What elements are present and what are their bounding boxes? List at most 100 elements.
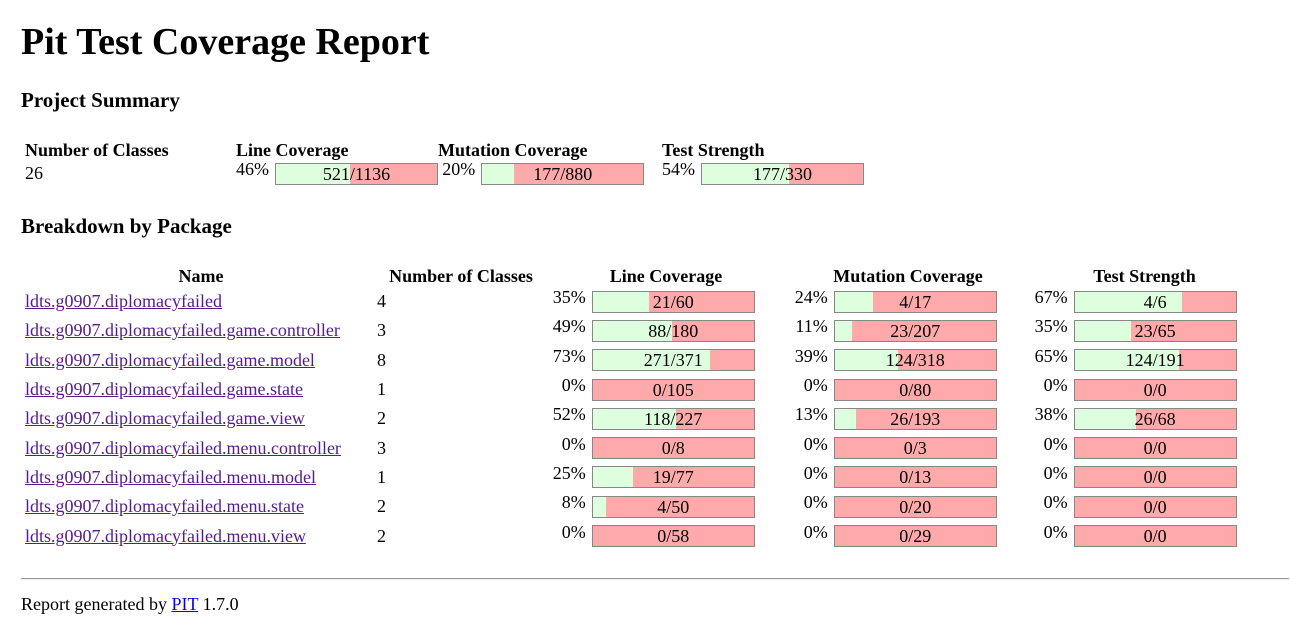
mutation-coverage-cell: 0/13	[833, 463, 1029, 492]
summary-mutation-pct: 20%	[438, 159, 481, 186]
test-strength-bar: 0/0	[1073, 466, 1237, 489]
package-name-cell: ldts.g0907.diplomacyfailed.menu.state	[25, 492, 377, 521]
line-coverage-pct-text: 35%	[552, 287, 586, 308]
line-coverage-bar: 88/180	[591, 319, 755, 342]
project-summary-heading: Project Summary	[21, 88, 180, 112]
line-coverage-bar: 118/227	[591, 407, 755, 430]
test-strength-bar-fill	[1074, 291, 1183, 312]
line-coverage-cell: 19/77	[591, 463, 787, 492]
test-strength-pct-text: 0%	[1043, 462, 1068, 483]
summary-strength-bar: 177/330	[701, 162, 864, 185]
package-classes-count: 2	[377, 496, 386, 517]
mutation-coverage-cell: 0/3	[833, 433, 1029, 462]
package-link[interactable]: ldts.g0907.diplomacyfailed.game.model	[25, 349, 315, 370]
mutation-coverage-pct: 39%	[787, 346, 834, 375]
mutation-coverage-header: Mutation Coverage	[787, 263, 1029, 287]
mutation-coverage-bar-text: 0/20	[899, 496, 932, 517]
test-strength-cell: 0/0	[1073, 463, 1260, 492]
test-strength-pct: 35%	[1029, 316, 1074, 345]
line-coverage-bar-text: 19/77	[652, 467, 694, 488]
test-strength-cell: 0/0	[1073, 375, 1260, 404]
package-link[interactable]: ldts.g0907.diplomacyfailed	[25, 291, 222, 312]
line-coverage-bar-fill	[592, 291, 650, 312]
line-coverage-cell: 118/227	[591, 404, 787, 433]
test-strength-bar-text: 124/191	[1125, 350, 1185, 371]
line-coverage-cell: 0/105	[591, 375, 787, 404]
mutation-coverage-bar-fill	[834, 408, 856, 429]
mutation-coverage-bar-text: 0/80	[899, 379, 932, 400]
mutation-coverage-bar: 0/13	[833, 466, 997, 489]
test-strength-bar: 0/0	[1073, 378, 1237, 401]
mutation-coverage-pct-text: 11%	[795, 316, 828, 337]
project-summary-table: Number of Classes Line Coverage Mutation…	[25, 137, 864, 186]
mutation-coverage-cell: 0/20	[833, 492, 1029, 521]
test-strength-pct-text: 0%	[1043, 492, 1068, 513]
test-strength-cell: 0/0	[1073, 433, 1260, 462]
test-strength-bar: 26/68	[1073, 407, 1237, 430]
mutation-coverage-bar-text: 4/17	[899, 291, 932, 312]
test-strength-bar-text: 0/0	[1143, 467, 1167, 488]
summary-strength-header: Test Strength	[662, 137, 864, 161]
package-link[interactable]: ldts.g0907.diplomacyfailed.game.view	[25, 408, 305, 429]
package-link[interactable]: ldts.g0907.diplomacyfailed.menu.model	[25, 466, 316, 487]
mutation-coverage-cell: 0/29	[833, 521, 1029, 550]
line-coverage-bar-fill	[592, 350, 711, 371]
table-row: ldts.g0907.diplomacyfailed.menu.state 2 8%…	[25, 492, 1260, 521]
mutation-coverage-bar-text: 0/13	[899, 467, 932, 488]
mutation-coverage-pct-text: 0%	[803, 433, 828, 454]
line-coverage-bar-fill	[592, 496, 606, 517]
package-name-cell: ldts.g0907.diplomacyfailed.game.state	[25, 375, 377, 404]
footer: Report generated by PIT 1.7.0	[21, 594, 239, 615]
line-coverage-bar-text: 0/58	[657, 526, 690, 547]
package-link[interactable]: ldts.g0907.diplomacyfailed.game.controll…	[25, 320, 340, 341]
summary-mutation-header: Mutation Coverage	[438, 137, 662, 161]
name-header: Name	[178, 266, 224, 286]
mutation-coverage-cell: 4/17	[833, 287, 1029, 316]
line-coverage-cell: 4/50	[591, 492, 787, 521]
summary-mutation-cell: 177/880	[481, 161, 662, 186]
mutation-coverage-cell: 23/207	[833, 316, 1029, 345]
summary-classes-value: 26	[25, 163, 43, 183]
summary-strength-bar-fill	[702, 163, 789, 184]
pit-link[interactable]: PIT	[171, 594, 199, 614]
summary-mutation-header-label: Mutation Coverage	[438, 140, 588, 160]
table-row: ldts.g0907.diplomacyfailed.game.controll…	[25, 316, 1260, 345]
test-strength-pct: 0%	[1029, 521, 1074, 550]
summary-line-cell: 521/1136	[275, 161, 438, 186]
line-coverage-pct-text: 0%	[561, 375, 586, 396]
package-link[interactable]: ldts.g0907.diplomacyfailed.game.state	[25, 379, 303, 400]
breakdown-heading: Breakdown by Package	[21, 214, 232, 238]
mutation-coverage-pct-text: 0%	[803, 375, 828, 396]
mutation-coverage-pct-text: 24%	[794, 287, 828, 308]
line-coverage-header: Line Coverage	[545, 263, 787, 287]
summary-mutation-bar: 177/880	[481, 162, 645, 185]
line-coverage-pct: 0%	[545, 433, 592, 462]
summary-mutation-bar-fill	[482, 163, 515, 184]
package-link[interactable]: ldts.g0907.diplomacyfailed.menu.controll…	[25, 437, 341, 458]
test-strength-pct-text: 0%	[1043, 433, 1068, 454]
line-coverage-pct-text: 0%	[561, 433, 586, 454]
mutation-coverage-pct-text: 13%	[794, 404, 828, 425]
mutation-coverage-pct-text: 39%	[794, 345, 828, 366]
test-strength-bar-fill	[1074, 320, 1131, 341]
test-strength-cell: 0/0	[1073, 492, 1260, 521]
package-link[interactable]: ldts.g0907.diplomacyfailed.menu.state	[25, 496, 304, 517]
test-strength-bar-text: 0/0	[1143, 526, 1167, 547]
mutation-coverage-bar-fill	[834, 320, 853, 341]
line-coverage-pct: 35%	[545, 287, 592, 316]
summary-line-pct: 46%	[236, 159, 275, 186]
footer-prefix: Report generated by	[21, 594, 167, 614]
line-coverage-pct-text: 52%	[552, 404, 586, 425]
package-classes-count: 3	[377, 437, 386, 458]
test-strength-pct: 67%	[1029, 287, 1074, 316]
summary-strength-pct: 54%	[662, 159, 701, 186]
line-coverage-pct: 25%	[545, 463, 592, 492]
package-link[interactable]: ldts.g0907.diplomacyfailed.menu.view	[25, 525, 306, 546]
test-strength-pct: 0%	[1029, 375, 1074, 404]
summary-strength-pct-text: 54%	[662, 159, 695, 179]
test-strength-header: Test Strength	[1029, 263, 1260, 287]
line-coverage-pct: 0%	[545, 375, 592, 404]
mutation-coverage-bar: 0/29	[833, 525, 997, 548]
mutation-coverage-cell: 0/80	[833, 375, 1029, 404]
test-strength-bar-text: 26/68	[1134, 408, 1176, 429]
